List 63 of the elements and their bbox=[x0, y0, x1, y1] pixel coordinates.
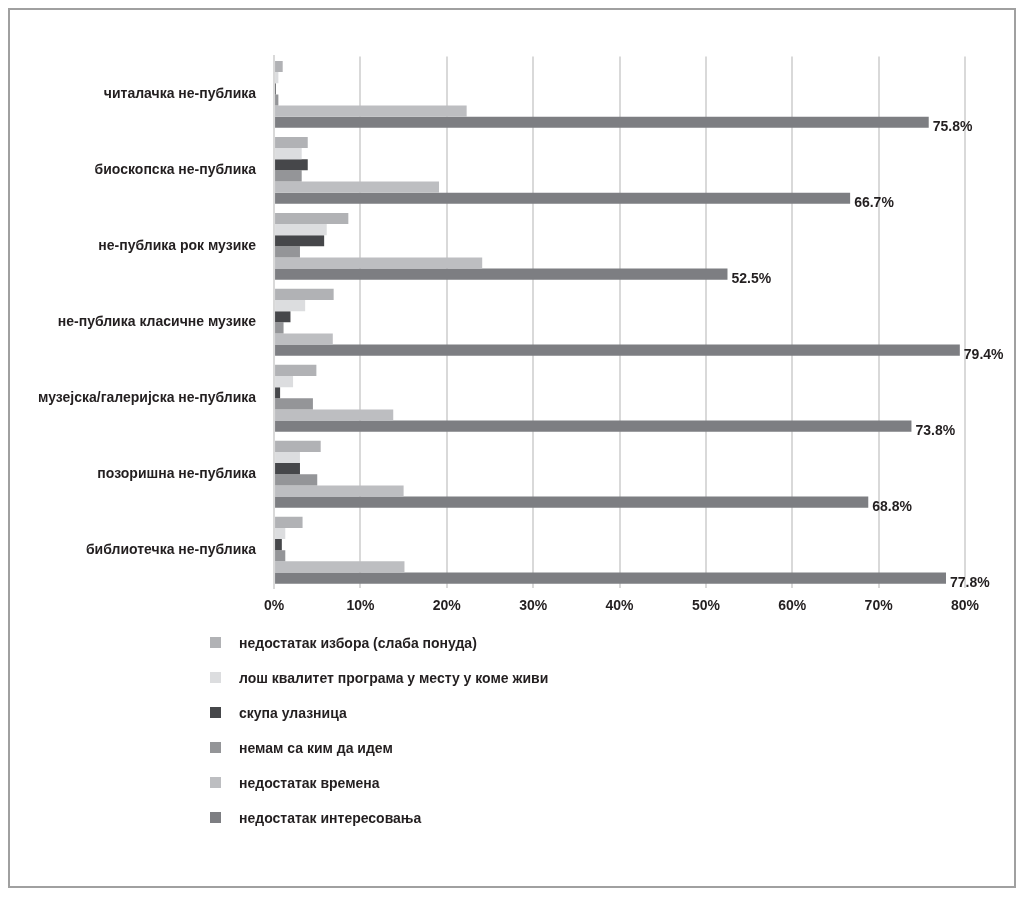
y-tick-label: позоришна не-публика bbox=[97, 465, 257, 482]
bar bbox=[275, 440, 321, 452]
legend-label: лош квалитет програма у месту у коме живи bbox=[239, 669, 549, 686]
bar bbox=[275, 322, 284, 334]
bar bbox=[275, 387, 281, 399]
bar bbox=[275, 561, 405, 573]
bar bbox=[275, 212, 349, 225]
y-tick-label: музејска/галеријска не-публика bbox=[38, 389, 257, 406]
bar bbox=[275, 159, 308, 171]
x-tick-label: 60% bbox=[778, 597, 807, 614]
data-label: 75.8% bbox=[932, 118, 973, 135]
x-tick-label: 70% bbox=[864, 597, 894, 614]
bar bbox=[275, 344, 960, 356]
bar bbox=[275, 288, 334, 301]
data-label: 52.5% bbox=[731, 270, 772, 287]
x-tick-label: 10% bbox=[346, 597, 375, 614]
data-label: 68.8% bbox=[872, 497, 913, 514]
x-tick-label: 30% bbox=[519, 597, 548, 614]
bar bbox=[275, 136, 308, 149]
legend-label: скупа улазница bbox=[239, 704, 347, 721]
y-tick-label: не-публика класичне музике bbox=[57, 313, 257, 330]
y-tick-label: библиотечка не-публика bbox=[85, 541, 257, 558]
data-label: 77.8% bbox=[950, 573, 991, 590]
y-tick-label: биоскопска не-публика bbox=[94, 161, 257, 178]
bar bbox=[275, 409, 394, 421]
legend-label: немам са ким да идем bbox=[239, 739, 393, 756]
y-tick-label: не-публика рок музике bbox=[98, 237, 257, 254]
legend-label: недостатак интересовања bbox=[239, 809, 422, 826]
x-tick-label: 0% bbox=[263, 597, 285, 614]
bar bbox=[275, 192, 851, 204]
data-label: 79.4% bbox=[963, 346, 1005, 363]
bar bbox=[275, 496, 869, 508]
x-tick-label: 20% bbox=[432, 597, 462, 614]
bar bbox=[275, 116, 929, 128]
bar bbox=[275, 60, 283, 73]
bar bbox=[275, 235, 325, 247]
legend-label: недостатак избора (слаба понуда) bbox=[239, 634, 477, 651]
bar bbox=[275, 572, 946, 584]
bar bbox=[275, 364, 317, 376]
y-tick-label: читалачка не-публика bbox=[103, 85, 257, 102]
bar bbox=[275, 268, 728, 280]
bar bbox=[275, 105, 467, 117]
x-tick-label: 50% bbox=[691, 597, 721, 614]
bar bbox=[275, 539, 282, 551]
bar bbox=[275, 485, 404, 497]
bar bbox=[275, 246, 300, 258]
bar bbox=[275, 94, 279, 106]
data-label: 73.8% bbox=[915, 421, 956, 438]
bar bbox=[275, 463, 300, 475]
data-label: 66.7% bbox=[854, 194, 895, 211]
bar bbox=[275, 311, 291, 323]
bar bbox=[275, 550, 286, 562]
bar bbox=[275, 516, 303, 528]
bar bbox=[275, 257, 483, 269]
bar bbox=[275, 181, 440, 193]
bar bbox=[275, 398, 313, 410]
x-tick-label: 40% bbox=[605, 597, 635, 614]
bar bbox=[275, 333, 333, 345]
legend-label: недостатак времена bbox=[239, 774, 380, 791]
bar bbox=[275, 170, 302, 182]
bar bbox=[275, 474, 318, 486]
bar bbox=[275, 420, 912, 432]
x-tick-label: 80% bbox=[950, 597, 980, 614]
